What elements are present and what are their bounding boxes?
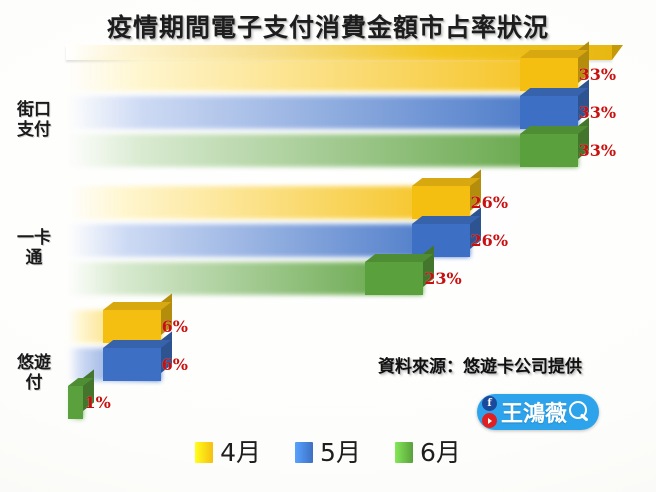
category-label-3: 悠遊付 <box>17 353 51 394</box>
bar-value-label: 6% <box>161 316 188 336</box>
legend-label: 4月 <box>220 438 262 467</box>
bar-value-label: 23% <box>424 268 462 288</box>
legend-swatch <box>195 442 214 463</box>
bar-value-label: 26% <box>470 192 509 212</box>
bar-body <box>68 186 470 219</box>
bar-end-cap <box>411 207 481 257</box>
bar-value-label: 33% <box>578 102 617 122</box>
bar-end-cap <box>519 79 589 129</box>
bar-body <box>68 96 578 129</box>
bar-group: 33% 33% 33% <box>68 41 624 172</box>
legend-item-1[interactable]: 4月 <box>195 440 261 465</box>
plot-area: 33% 33% 33% 26% 26% 23% 6% 6% 1% <box>68 41 624 430</box>
legend-swatch <box>394 442 413 463</box>
bar-value-label: 26% <box>470 230 509 250</box>
bar-group: 26% 26% 23% <box>68 169 624 300</box>
legend-item-3[interactable]: 6月 <box>394 438 461 467</box>
bar-value-label: 33% <box>578 140 617 160</box>
bar-end-cap <box>519 117 589 167</box>
social-icons: f <box>482 396 497 428</box>
category-label-2: 一卡通 <box>17 228 51 269</box>
bar-end-cap <box>411 169 481 219</box>
bar-body <box>68 262 424 295</box>
title-underline-bar <box>66 45 623 60</box>
bar-body <box>68 58 578 91</box>
legend-item-2[interactable]: 5月 <box>295 440 361 465</box>
bar: 33% <box>68 41 616 91</box>
legend-swatch <box>295 442 314 463</box>
bar-value-label: 6% <box>161 354 188 374</box>
bar: 1% <box>68 369 111 419</box>
bar: 26% <box>68 207 508 257</box>
bar: 33% <box>68 79 616 129</box>
bar-value-label: 33% <box>578 64 617 84</box>
facebook-icon[interactable]: f <box>482 396 497 411</box>
bar-end-cap <box>365 245 435 295</box>
bar: 6% <box>68 331 188 381</box>
legend-label: 6月 <box>419 438 461 467</box>
category-label-1: 街口 支付 <box>17 100 51 141</box>
bar-body <box>68 134 578 167</box>
bar-body <box>68 224 470 257</box>
channel-badge[interactable]: f 王鴻薇 <box>477 394 600 430</box>
badge-name: 王鴻薇 <box>501 401 568 427</box>
search-icon[interactable] <box>569 401 591 423</box>
bar-end-cap <box>102 293 172 343</box>
bar: 33% <box>68 117 616 167</box>
bar: 6% <box>68 293 188 343</box>
source-note: 資料來源：悠遊卡公司提供 <box>378 357 582 377</box>
chart-legend: 4月 5月 6月 <box>0 440 656 465</box>
bar: 26% <box>68 169 508 219</box>
bar-end-cap <box>68 369 95 419</box>
bar: 23% <box>68 245 462 295</box>
chart-title: 疫情期間電子支付消費金額市占率狀況 <box>106 13 549 42</box>
youtube-icon[interactable] <box>482 413 497 428</box>
bar-end-cap <box>519 41 589 91</box>
bar-group: 6% 6% 1% <box>68 293 624 424</box>
bar-value-label: 1% <box>84 392 111 412</box>
legend-label: 5月 <box>320 438 361 467</box>
bar-end-cap <box>102 331 172 381</box>
